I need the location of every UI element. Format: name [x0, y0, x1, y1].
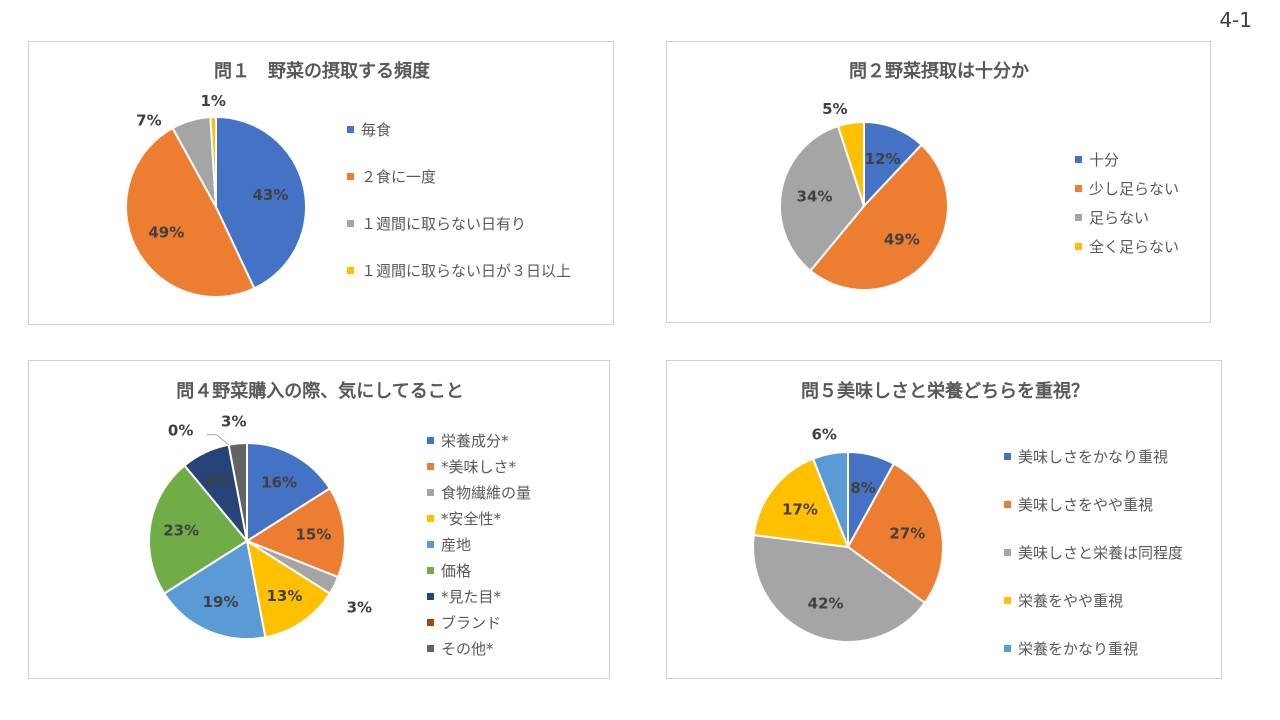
data-label: 43%: [253, 186, 289, 204]
pie-slice: [863, 120, 923, 209]
legend-label: 価格: [441, 562, 471, 580]
pie-slice: [836, 120, 865, 207]
data-label: 6%: [811, 426, 836, 444]
legend-swatch: [1075, 156, 1082, 163]
legend-swatch: [427, 567, 434, 574]
pie-slice: [162, 539, 267, 640]
legend-label: ブランド: [441, 614, 501, 632]
data-label: 3%: [347, 598, 372, 616]
data-label: 1%: [200, 92, 225, 110]
data-label: 42%: [808, 595, 844, 613]
legend-swatch: [347, 220, 354, 227]
legend-swatch: [1075, 214, 1082, 221]
pie-slice: [246, 441, 332, 543]
pie-slice: [245, 538, 332, 639]
legend-swatch: [1004, 501, 1011, 508]
legend-swatch: [427, 593, 434, 600]
legend-label: ２食に一度: [361, 168, 436, 186]
pie-slice: [227, 441, 248, 542]
legend-label: *見た目*: [441, 588, 502, 606]
legend-label: 足らない: [1089, 209, 1149, 227]
legend-label: 美味しさと栄養は同程度: [1018, 544, 1183, 562]
legend-label: 食物繊維の量: [441, 484, 531, 502]
legend-label: 全く足らない: [1089, 238, 1179, 256]
legend-swatch: [347, 173, 354, 180]
legend-label: 産地: [441, 536, 471, 554]
chart-panel-q5: 問５美味しさと栄養どちらを重視？ 8% 27% 42% 17% 6% 美味しさをかなり重視…: [666, 360, 1222, 679]
legend-swatch: [427, 619, 434, 626]
pie-chart-q1: 問１ 野菜の摂取する頻度 43% 49% 7% 1% 毎食 ２食に一度 １週間に取らない日有…: [125, 60, 571, 298]
data-label: 7%: [136, 112, 161, 130]
data-label: 27%: [889, 525, 925, 543]
pie-slice: [244, 487, 346, 579]
chart-title: 問１ 野菜の摂取する頻度: [214, 60, 431, 82]
chart-panel-q2: 問２野菜摂取は十分か 12% 49% 34% 5% 十分少し足らない 足らない全く足らない: [666, 41, 1211, 323]
chart-title: 問４野菜購入の際、気にしてること: [176, 380, 463, 402]
pie-slice: [779, 124, 866, 273]
chart-title: 問５美味しさと栄養どちらを重視？: [801, 380, 1089, 402]
data-label: 49%: [884, 230, 920, 248]
data-label: 8%: [206, 472, 231, 490]
data-label: 16%: [261, 474, 297, 492]
pie-slice: [148, 464, 249, 595]
data-label: 15%: [295, 526, 331, 544]
legend-label: 毎食: [361, 121, 391, 139]
data-label: 0%: [168, 422, 193, 440]
legend-label: 少し足らない: [1089, 180, 1179, 198]
data-label: 13%: [267, 587, 303, 605]
data-label: 3%: [221, 412, 246, 430]
legend-label: 十分: [1089, 151, 1119, 169]
legend-swatch: [1004, 597, 1011, 604]
data-label: 19%: [203, 593, 239, 611]
data-label: 34%: [797, 188, 833, 206]
legend-label: １週間に取らない日が３日以上: [361, 262, 571, 280]
legend-swatch: [427, 463, 434, 470]
pie-slice: [811, 450, 849, 548]
legend-swatch: [427, 437, 434, 444]
pie-chart-q5: 問５美味しさと栄養どちらを重視？ 8% 27% 42% 17% 6% 美味しさをかなり重視…: [752, 380, 1183, 658]
pie-slice: [125, 126, 256, 298]
legend-swatch: [1075, 185, 1082, 192]
data-label: 49%: [148, 223, 184, 241]
legend-swatch: [347, 126, 354, 133]
legend-swatch: [347, 267, 354, 274]
pie-slice: [209, 115, 217, 208]
pie-slice: [752, 457, 850, 549]
pie-slice: [809, 143, 949, 291]
legend-swatch: [1004, 453, 1011, 460]
legend-label: 栄養成分*: [441, 432, 509, 450]
legend-label: 栄養をやや重視: [1018, 592, 1123, 610]
legend-label: *安全性*: [441, 510, 502, 528]
legend-swatch: [1004, 549, 1011, 556]
chart-panel-q4: 問４野菜購入の際、気にしてること 16% 15% 3% 13% 19% 23% 8% 0% 3%…: [28, 360, 610, 679]
chart-panel-q1: 問１ 野菜の摂取する頻度 43% 49% 7% 1% 毎食 ２食に一度 １週間に取らない日有…: [28, 41, 614, 325]
pie-slice: [752, 533, 927, 643]
legend-label: 美味しさをやや重視: [1018, 496, 1153, 514]
legend-label: 栄養をかなり重視: [1018, 640, 1138, 658]
data-label: 8%: [850, 479, 875, 497]
data-label: 17%: [782, 501, 818, 519]
chart-title: 問２野菜摂取は十分か: [849, 60, 1029, 82]
data-label: 12%: [865, 150, 901, 168]
legend-label: 美味しさをかなり重視: [1018, 448, 1168, 466]
legend-swatch: [427, 645, 434, 652]
legend-swatch: [427, 541, 434, 548]
legend-label: その他*: [441, 640, 494, 658]
legend-label: １週間に取らない日有り: [361, 215, 526, 233]
legend-label: *美味しさ*: [441, 458, 517, 476]
page-number: 4-1: [1219, 8, 1252, 32]
pie-slice: [215, 115, 307, 290]
pie-chart-q4: 問４野菜購入の際、気にしてること 16% 15% 3% 13% 19% 23% 8% 0% 3%…: [148, 380, 531, 658]
data-label: 23%: [163, 522, 199, 540]
leader-line: [206, 434, 229, 446]
legend-swatch: [1075, 243, 1082, 250]
legend-swatch: [1004, 645, 1011, 652]
data-label: 5%: [822, 100, 847, 118]
pie-slice: [846, 462, 944, 605]
legend-swatch: [427, 515, 434, 522]
legend-swatch: [427, 489, 434, 496]
